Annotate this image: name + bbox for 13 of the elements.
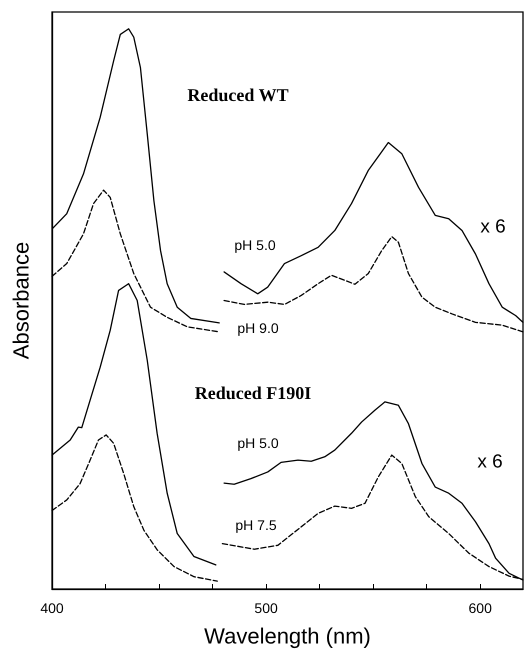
annotation: x 6 [480,216,506,238]
x-tick-label: 500 [254,600,278,616]
annotation: pH 5.0 [234,237,276,253]
y-axis-title: Absorbance [8,242,34,360]
annotation: pH 5.0 [237,435,279,451]
annotation: Reduced F190I [194,383,312,403]
x-tick-label: 600 [468,600,492,616]
annotation: Reduced WT [187,85,289,105]
annotation: pH 9.0 [237,320,279,336]
annotation: x 6 [477,452,503,472]
x-tick-label: 400 [40,600,64,616]
annotation: pH 7.5 [235,517,277,533]
x-axis-title: Wavelength (nm) [204,624,371,648]
